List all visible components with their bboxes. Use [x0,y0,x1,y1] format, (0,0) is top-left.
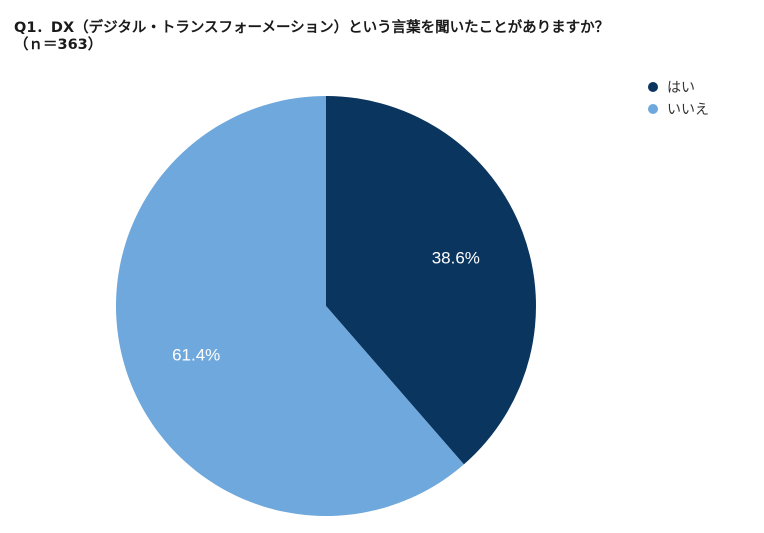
pie-slices [115,95,536,516]
chart-title-line-2: （ｎ＝363） [14,37,103,53]
chart-title: Q1．DX（デジタル・トランスフォーメーション）という言葉を聞いたことがあります… [14,20,754,54]
data-label-hai: 38.6% [432,248,480,267]
pie-slice-iie [115,95,464,516]
pie-data-labels: 38.6% 61.4% [172,248,480,364]
legend-swatch-iie [648,104,658,114]
legend-label-hai: はい [667,80,695,96]
legend: はい いいえ [648,76,709,120]
data-label-iie: 61.4% [172,346,220,365]
pie-slice-hai [326,96,536,465]
legend-swatch-hai [648,82,658,92]
chart-title-line-1: Q1．DX（デジタル・トランスフォーメーション）という言葉を聞いたことがあります… [14,20,610,36]
legend-item-hai: はい [648,76,709,98]
legend-label-iie: いいえ [667,102,709,118]
legend-item-iie: いいえ [648,98,709,120]
